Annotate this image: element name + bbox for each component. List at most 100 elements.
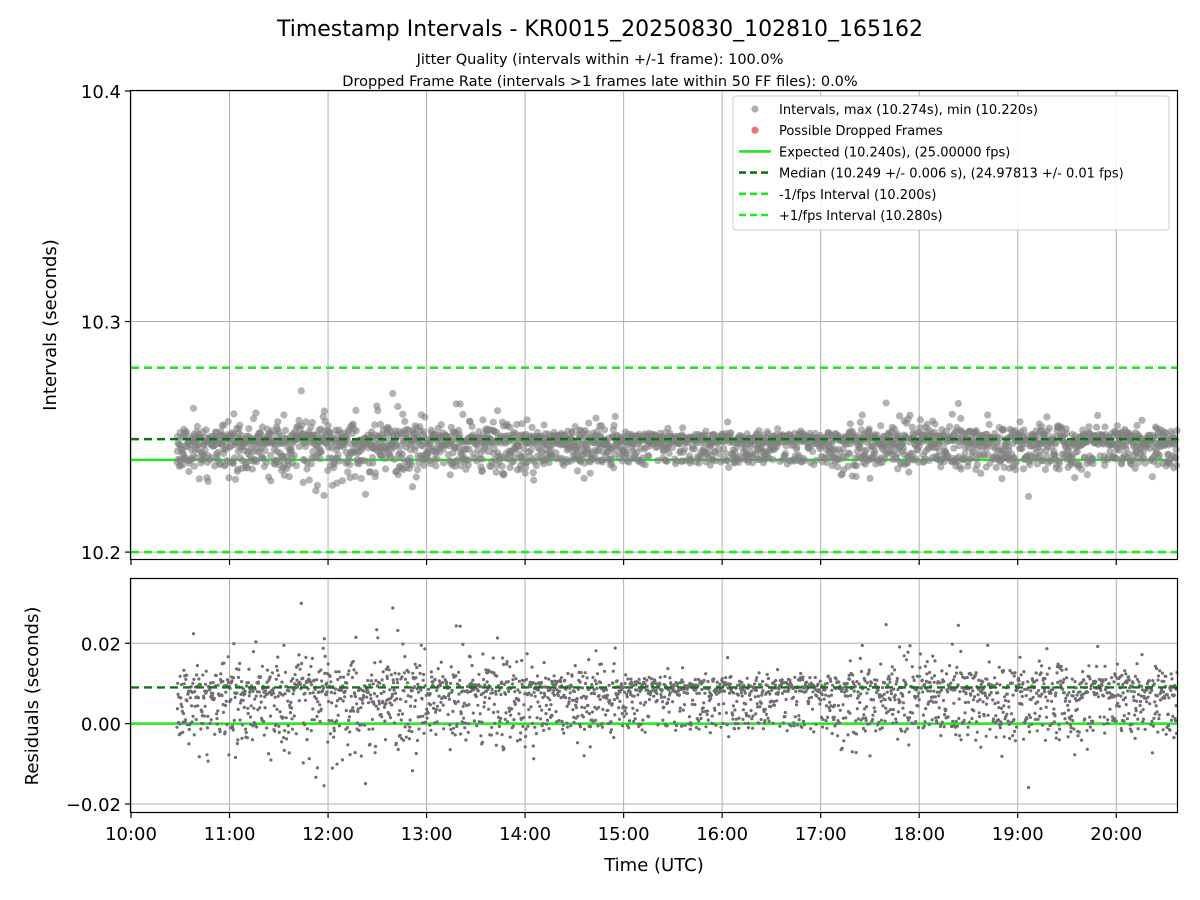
residual-point — [1049, 691, 1053, 696]
residual-point — [510, 707, 514, 711]
interval-point — [193, 422, 201, 431]
residual-point — [813, 675, 817, 680]
residual-point — [562, 693, 566, 698]
residual-point — [917, 691, 921, 695]
residual-point — [181, 730, 185, 735]
residual-point — [323, 671, 327, 676]
interval-point — [769, 456, 777, 464]
residual-point — [696, 677, 700, 682]
residual-point — [609, 730, 613, 734]
residual-point — [574, 705, 579, 710]
interval-point — [1118, 460, 1126, 468]
residual-point — [287, 730, 291, 734]
chart-subtitle-line-1: Jitter Quality (intervals within +/-1 fr… — [416, 52, 784, 68]
interval-point — [610, 421, 618, 429]
interval-point — [333, 479, 341, 487]
residual-point — [476, 703, 480, 707]
interval-point — [1125, 450, 1133, 458]
residual-point — [208, 721, 212, 726]
residual-point — [886, 683, 890, 687]
residual-point — [655, 691, 659, 696]
residual-point — [259, 694, 263, 698]
residual-point — [643, 682, 647, 686]
residual-point — [1002, 704, 1006, 708]
residual-point — [600, 725, 605, 729]
residual-point — [429, 728, 433, 732]
residual-point — [974, 720, 979, 724]
residual-point — [357, 728, 361, 733]
residual-point — [895, 676, 899, 681]
residual-point — [314, 697, 318, 701]
residual-point — [196, 704, 200, 708]
residual-point — [275, 664, 279, 668]
interval-point — [846, 450, 854, 458]
residual-point — [321, 646, 325, 650]
residual-point — [1036, 717, 1040, 721]
interval-point — [724, 418, 732, 426]
residual-point — [243, 689, 247, 694]
residual-point — [381, 699, 385, 704]
residual-point — [822, 697, 826, 701]
residual-point — [605, 696, 609, 700]
residual-point — [403, 655, 407, 659]
residual-point — [621, 704, 625, 708]
residual-point — [752, 682, 757, 686]
interval-point — [267, 477, 275, 485]
residual-point — [535, 716, 539, 720]
residual-point — [359, 706, 363, 710]
legend-marker — [751, 126, 759, 134]
residual-point — [606, 708, 610, 712]
interval-point — [229, 459, 237, 468]
residual-point — [918, 674, 922, 678]
interval-point — [996, 434, 1004, 442]
residual-point — [562, 731, 566, 735]
residual-point — [583, 706, 587, 710]
interval-point — [573, 467, 582, 475]
interval-point — [1101, 423, 1109, 431]
residual-point — [965, 675, 969, 680]
residual-point — [194, 717, 198, 722]
residual-point — [1000, 754, 1004, 758]
residual-point — [781, 691, 785, 695]
residual-point — [376, 707, 380, 711]
residual-point — [1035, 729, 1039, 733]
residual-point — [795, 700, 799, 704]
residual-point — [986, 713, 990, 717]
residual-point — [953, 675, 957, 679]
residual-point — [611, 669, 615, 673]
residual-point — [495, 674, 499, 678]
residual-point — [679, 687, 683, 692]
residual-point — [545, 718, 550, 722]
residual-point — [566, 671, 570, 676]
residual-point — [974, 671, 978, 675]
residual-point — [896, 688, 900, 692]
residual-point — [346, 672, 350, 677]
residual-point — [425, 707, 429, 711]
residual-point — [620, 687, 624, 692]
residual-point — [223, 730, 227, 734]
residual-point — [919, 686, 924, 690]
interval-point — [248, 465, 256, 473]
residual-point — [988, 727, 992, 731]
interval-point — [500, 470, 508, 478]
residual-point — [245, 736, 249, 740]
residual-point — [1009, 712, 1014, 716]
residual-point — [487, 696, 491, 700]
residual-point — [995, 682, 999, 686]
interval-point — [446, 471, 454, 479]
residual-point — [874, 729, 878, 733]
residual-point — [737, 726, 741, 730]
residual-point — [755, 702, 759, 706]
residual-point — [348, 730, 352, 734]
residual-point — [458, 624, 462, 628]
interval-point — [231, 475, 240, 483]
residual-point — [517, 712, 521, 716]
residual-point — [509, 713, 513, 717]
residual-point — [548, 698, 552, 702]
residual-point — [219, 672, 223, 676]
residual-point — [465, 685, 470, 689]
residual-point — [584, 681, 588, 686]
interval-point — [320, 407, 328, 415]
residual-point — [993, 702, 997, 706]
residual-point — [873, 709, 877, 714]
